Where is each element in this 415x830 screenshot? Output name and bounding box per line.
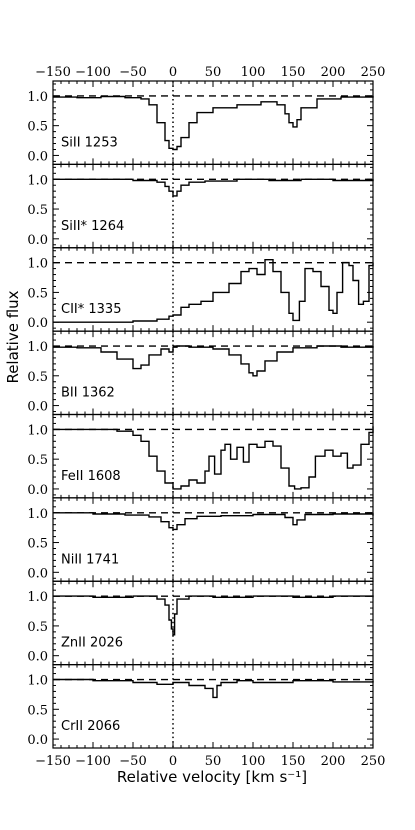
y-tick-label: 0.0: [27, 233, 48, 248]
y-tick-label: 0.0: [27, 483, 48, 498]
bottom-axis-tick-labels: −150 −100 −50 0 50 100 150 200 250: [35, 754, 385, 769]
x-axis-label: Relative velocity [km s⁻¹]: [117, 768, 307, 786]
y-tick-label: 0.5: [27, 370, 48, 385]
y-tick-label: 0.5: [27, 620, 48, 635]
panel-2: 0.0 0.5 1.0 SiII* 1264: [27, 163, 374, 249]
y-tick-label: 1.0: [27, 90, 48, 105]
spectrum-line: [53, 678, 374, 699]
spectrum-line: [53, 95, 374, 151]
spectrum-line: [53, 512, 374, 531]
panel-frame: [52, 247, 374, 332]
y-tick-label: 0.0: [27, 566, 48, 581]
panel-1: 0.0 0.5 1.0 SiII 1253: [27, 80, 374, 165]
panel-frame: [52, 664, 374, 749]
y-tick-label: 1.0: [27, 173, 48, 188]
top-x-tick-label: 250: [361, 65, 386, 80]
bottom-x-tick-label: −50: [119, 754, 146, 769]
ion-label: BII 1362: [61, 386, 115, 401]
panel-frame: [52, 163, 374, 249]
spectrum-line: [53, 178, 374, 197]
spectrum-line: [53, 595, 374, 636]
ion-label: SiII 1253: [61, 135, 118, 150]
bottom-x-tick-label: 150: [281, 754, 306, 769]
panel-frame: [52, 80, 374, 165]
bottom-x-tick-label: −100: [75, 754, 111, 769]
top-x-tick-label: −50: [119, 65, 146, 80]
bottom-x-tick-label: 0: [169, 754, 177, 769]
y-tick-label: 0.0: [27, 400, 48, 415]
top-x-tick-label: 150: [281, 65, 306, 80]
bottom-x-tick-label: 50: [205, 754, 222, 769]
y-tick-label: 1.0: [27, 257, 48, 272]
panel-3: 0.0 0.5 1.0 CII* 1335: [27, 247, 374, 332]
spectrum-line: [53, 426, 374, 490]
y-tick-label: 1.0: [27, 674, 48, 689]
top-x-tick-label: 200: [321, 65, 346, 80]
y-axis-label: Relative flux: [4, 290, 22, 383]
y-tick-label: 0.5: [27, 453, 48, 468]
spectrum-line: [53, 259, 374, 323]
y-tick-label: 0.0: [27, 149, 48, 164]
ion-label: FeII 1608: [61, 469, 121, 484]
panel-6: 0.0 0.5 1.0 NiII 1741: [27, 497, 374, 582]
ion-label: NiII 1741: [61, 552, 119, 567]
y-tick-label: 0.5: [27, 286, 48, 301]
y-tick-label: 1.0: [27, 590, 48, 605]
panel-8: 0.0 0.5 1.0 CrII 2066: [27, 664, 374, 749]
panel-frame: [52, 330, 374, 416]
ion-label: CII* 1335: [61, 302, 121, 317]
panel-frame: [52, 497, 374, 582]
top-x-tick-label: 100: [241, 65, 266, 80]
panel-frame: [52, 580, 374, 666]
top-axis-tick-labels: −150 −100 −50 0 50 100 150 200 250: [35, 65, 385, 80]
top-x-tick-label: 0: [169, 65, 177, 80]
panel-4: 0.0 0.5 1.0 BII 1362: [27, 330, 374, 416]
y-tick-label: 0.5: [27, 203, 48, 218]
y-tick-label: 0.0: [27, 650, 48, 665]
spectrum-line: [53, 345, 374, 377]
y-tick-label: 1.0: [27, 340, 48, 355]
top-x-tick-label: −150: [35, 65, 71, 80]
y-tick-label: 0.0: [27, 316, 48, 331]
y-tick-label: 0.5: [27, 120, 48, 135]
bottom-x-tick-label: 100: [241, 754, 266, 769]
top-x-tick-label: −100: [75, 65, 111, 80]
top-x-tick-label: 50: [205, 65, 222, 80]
y-tick-label: 0.5: [27, 703, 48, 718]
ion-label: SiII* 1264: [61, 219, 124, 234]
ion-label: ZnII 2026: [61, 636, 123, 651]
bottom-x-tick-label: 200: [321, 754, 346, 769]
bottom-x-tick-label: 250: [361, 754, 386, 769]
ion-label: CrII 2066: [61, 719, 120, 734]
y-tick-label: 1.0: [27, 423, 48, 438]
y-tick-label: 1.0: [27, 507, 48, 522]
bottom-x-tick-label: −150: [35, 754, 71, 769]
panel-7: 0.0 0.5 1.0 ZnII 2026: [27, 580, 374, 666]
y-tick-label: 0.5: [27, 537, 48, 552]
y-tick-label: 0.0: [27, 733, 48, 748]
panel-5: 0.0 0.5 1.0 FeII 1608: [27, 413, 374, 499]
